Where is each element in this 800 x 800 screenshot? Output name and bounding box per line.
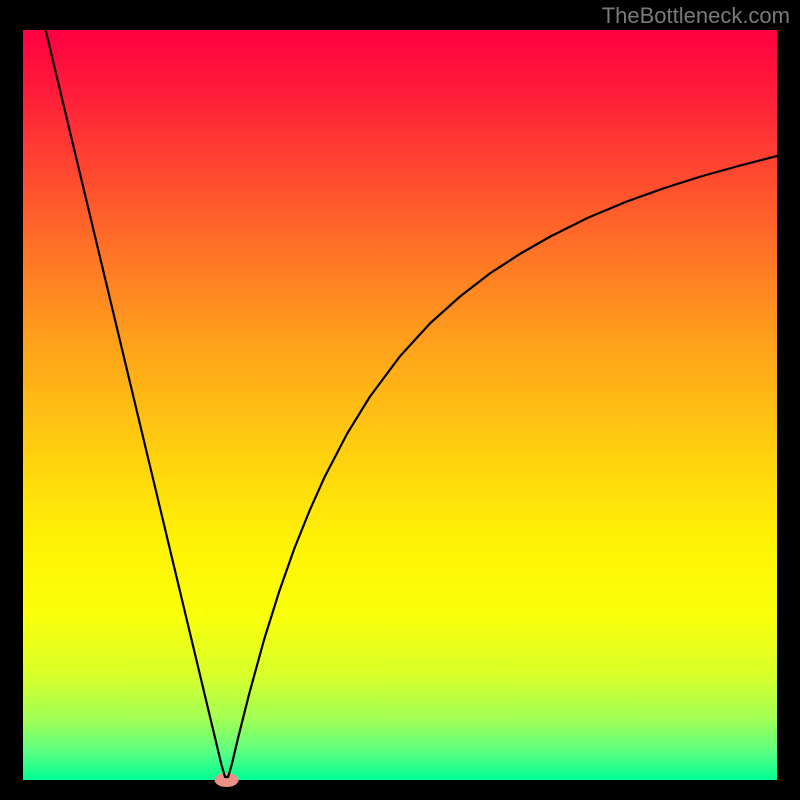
bottleneck-marker — [215, 773, 239, 787]
bottleneck-chart — [0, 0, 800, 800]
watermark-text: TheBottleneck.com — [602, 3, 790, 29]
chart-container: { "watermark": { "text": "TheBottleneck.… — [0, 0, 800, 800]
